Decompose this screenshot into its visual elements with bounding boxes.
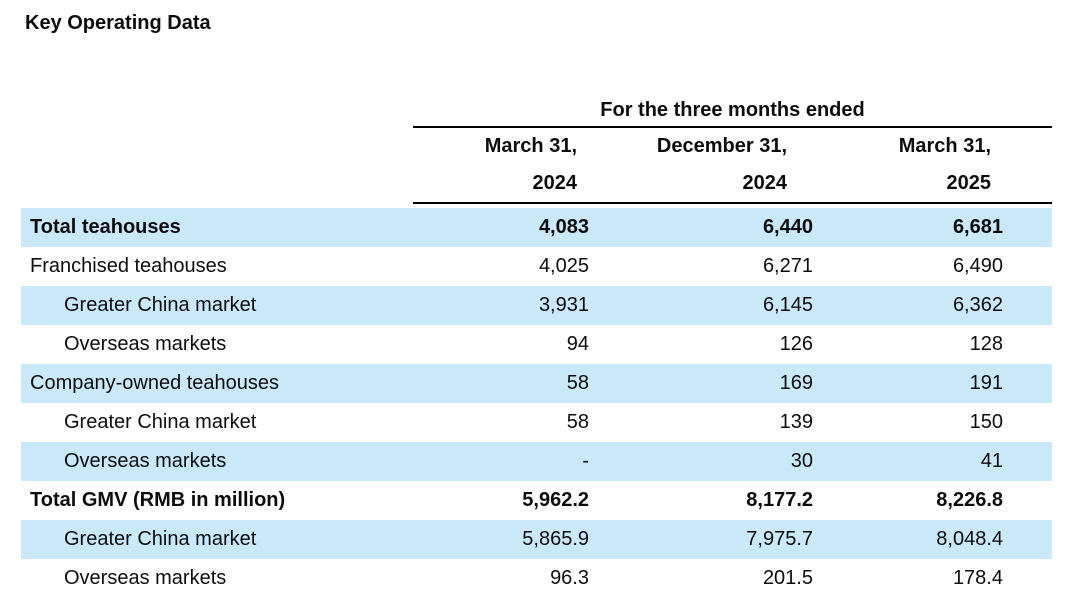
cell-value: 41 (980, 450, 1003, 472)
cell-value: 8,226.8 (936, 489, 1003, 511)
header-rule-bottom (413, 202, 1052, 204)
column-header-month: March 31, (898, 135, 991, 157)
page-title: Key Operating Data (25, 12, 211, 34)
cell-value: 8,177.2 (746, 489, 813, 511)
table-row: Overseas markets - 30 41 (21, 442, 1052, 481)
cell-value: 5,962.2 (522, 489, 589, 511)
row-label: Overseas markets (64, 333, 227, 355)
column-header-month: December 31, (656, 135, 787, 157)
cell-value: 169 (779, 372, 813, 394)
row-label: Greater China market (64, 528, 257, 550)
table-row: Greater China market 58 139 150 (21, 403, 1052, 442)
cell-value: 128 (969, 333, 1003, 355)
table-row: Greater China market 5,865.9 7,975.7 8,048.… (21, 520, 1052, 559)
cell-value: 30 (790, 450, 813, 472)
table-row: Overseas markets 94 126 128 (21, 325, 1052, 364)
cell-value: 178.4 (952, 567, 1003, 589)
row-label: Franchised teahouses (30, 255, 227, 277)
cell-value: 3,931 (538, 294, 589, 316)
table-row: Total teahouses 4,083 6,440 6,681 (21, 208, 1052, 247)
cell-value: 150 (969, 411, 1003, 433)
row-label: Company-owned teahouses (30, 372, 280, 394)
row-label: Overseas markets (64, 567, 227, 589)
table-row: Total GMV (RMB in million) 5,962.2 8,177.2… (21, 481, 1052, 520)
row-label: Greater China market (64, 411, 257, 433)
column-header-month: March 31, (484, 135, 577, 157)
column-header-year: 2024 (742, 172, 788, 194)
cell-value: 7,975.7 (746, 528, 813, 550)
table-row: Greater China market 3,931 6,145 6,362 (21, 286, 1052, 325)
row-label: Total teahouses (30, 216, 181, 238)
column-header-3: March 31, 2025 (825, 128, 1052, 202)
cell-value: 94 (566, 333, 589, 355)
cell-value: 8,048.4 (936, 528, 1003, 550)
cell-value: 58 (566, 372, 589, 394)
cell-value: 139 (779, 411, 813, 433)
cell-value: 5,865.9 (522, 528, 589, 550)
row-label: Overseas markets (64, 450, 227, 472)
table-row: Overseas markets 96.3 201.5 178.4 (21, 559, 1052, 598)
cell-value: 201.5 (762, 567, 813, 589)
cell-value: 191 (969, 372, 1003, 394)
cell-value: 6,681 (952, 216, 1003, 238)
cell-value: 6,362 (952, 294, 1003, 316)
period-header: For the three months ended (600, 99, 865, 121)
cell-value: 58 (566, 411, 589, 433)
row-label: Total GMV (RMB in million) (30, 489, 286, 511)
column-header-1: March 31, 2024 (413, 128, 600, 202)
table-header: For the three months ended March 31, 2024… (413, 97, 1052, 204)
table-row: Company-owned teahouses 58 169 191 (21, 364, 1052, 403)
column-header-2: December 31, 2024 (600, 128, 825, 202)
column-header-year: 2025 (946, 172, 992, 194)
cell-value: 6,440 (762, 216, 813, 238)
row-label: Greater China market (64, 294, 257, 316)
cell-value: 6,490 (952, 255, 1003, 277)
column-header-year: 2024 (532, 172, 578, 194)
cell-value: 96.3 (550, 567, 589, 589)
column-headers: March 31, 2024 December 31, 2024 March 31, 20… (413, 128, 1052, 202)
cell-value: 6,271 (762, 255, 813, 277)
cell-value: 4,083 (538, 216, 589, 238)
cell-value: 126 (779, 333, 813, 355)
cell-value: 4,025 (538, 255, 589, 277)
table-body: Total teahouses 4,083 6,440 6,681 Franchised… (21, 208, 1052, 598)
table-row: Franchised teahouses 4,025 6,271 6,490 (21, 247, 1052, 286)
cell-value: 6,145 (762, 294, 813, 316)
cell-value: - (582, 450, 589, 472)
header-rule-top (413, 126, 1052, 128)
